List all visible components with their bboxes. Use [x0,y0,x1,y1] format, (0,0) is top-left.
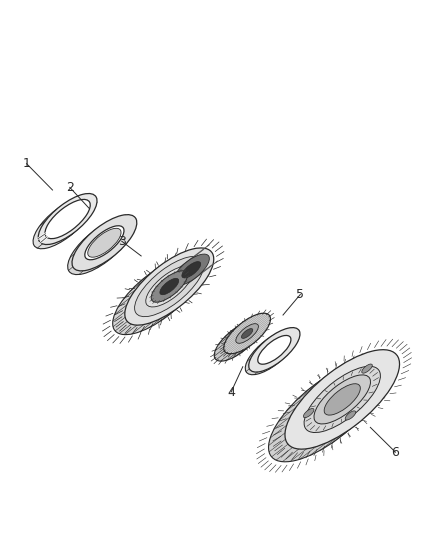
Ellipse shape [88,228,121,257]
Ellipse shape [249,328,300,372]
Ellipse shape [304,408,314,418]
Ellipse shape [362,364,372,373]
Ellipse shape [134,256,204,317]
Ellipse shape [72,215,137,271]
Ellipse shape [245,330,297,375]
Ellipse shape [285,350,399,449]
Text: 1: 1 [23,157,31,170]
Ellipse shape [85,226,124,260]
Ellipse shape [67,219,132,274]
Ellipse shape [241,328,253,338]
Ellipse shape [345,411,356,420]
Ellipse shape [268,362,383,462]
Ellipse shape [258,335,291,364]
Text: 4: 4 [227,385,235,399]
Ellipse shape [214,320,261,361]
Text: 3: 3 [118,235,126,248]
Ellipse shape [304,366,381,433]
Ellipse shape [151,271,187,302]
Ellipse shape [182,262,201,278]
Ellipse shape [236,324,258,343]
Ellipse shape [125,248,214,325]
Ellipse shape [33,198,92,249]
Ellipse shape [113,257,201,335]
Text: 5: 5 [296,288,304,301]
Ellipse shape [297,387,354,437]
Ellipse shape [173,254,209,286]
Ellipse shape [160,278,179,295]
Text: 2: 2 [66,181,74,194]
Ellipse shape [146,266,193,307]
Ellipse shape [38,193,97,245]
Ellipse shape [324,384,360,415]
Ellipse shape [145,276,181,307]
Ellipse shape [45,199,90,239]
Ellipse shape [224,313,271,354]
Text: 6: 6 [392,446,399,459]
Ellipse shape [314,375,371,424]
